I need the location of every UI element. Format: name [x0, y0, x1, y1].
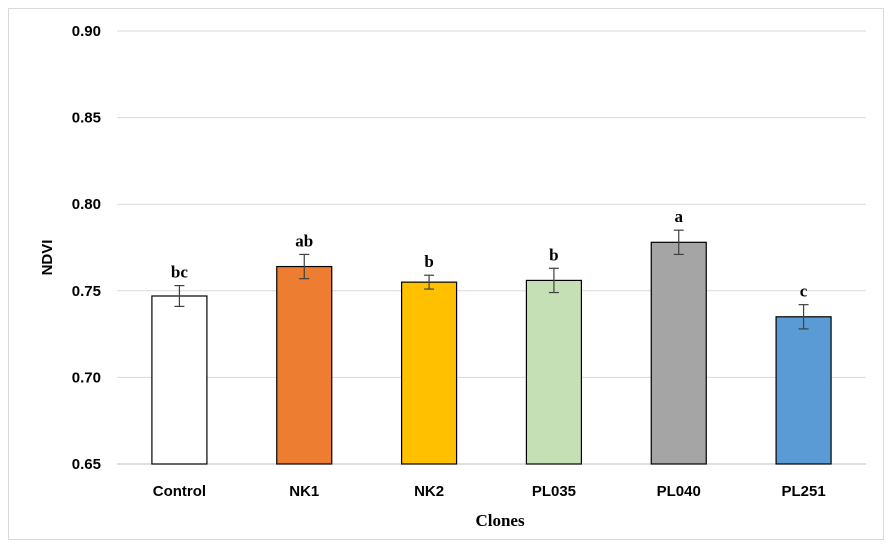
y-tick-label: 0.80 [72, 196, 101, 213]
y-tick-label: 0.65 [72, 456, 101, 473]
y-tick-label: 0.70 [72, 369, 101, 386]
significance-label: bc [171, 263, 188, 282]
bar-pl251 [775, 316, 832, 465]
bar-nk1 [276, 265, 333, 465]
x-tick-label: PL035 [532, 483, 576, 500]
bar-control [151, 295, 208, 465]
y-tick-label: 0.75 [72, 283, 101, 300]
x-tick-label: Control [153, 483, 206, 500]
y-tick-label: 0.90 [72, 23, 101, 40]
significance-label: ab [295, 231, 313, 250]
bar-pl035 [525, 279, 583, 465]
significance-label: b [549, 245, 558, 264]
x-tick-label: NK2 [414, 483, 444, 500]
significance-label: a [675, 207, 684, 226]
bar-pl040 [650, 241, 707, 465]
x-tick-label: PL040 [657, 483, 701, 500]
x-tick-label: NK1 [289, 483, 319, 500]
bar-nk2 [400, 281, 458, 465]
x-tick-label: PL251 [781, 483, 825, 500]
significance-label: b [424, 252, 433, 271]
y-tick-label: 0.85 [72, 110, 101, 127]
y-axis-title: NDVI [39, 240, 56, 276]
x-axis-title: Clones [475, 511, 525, 530]
significance-label: c [800, 282, 808, 301]
